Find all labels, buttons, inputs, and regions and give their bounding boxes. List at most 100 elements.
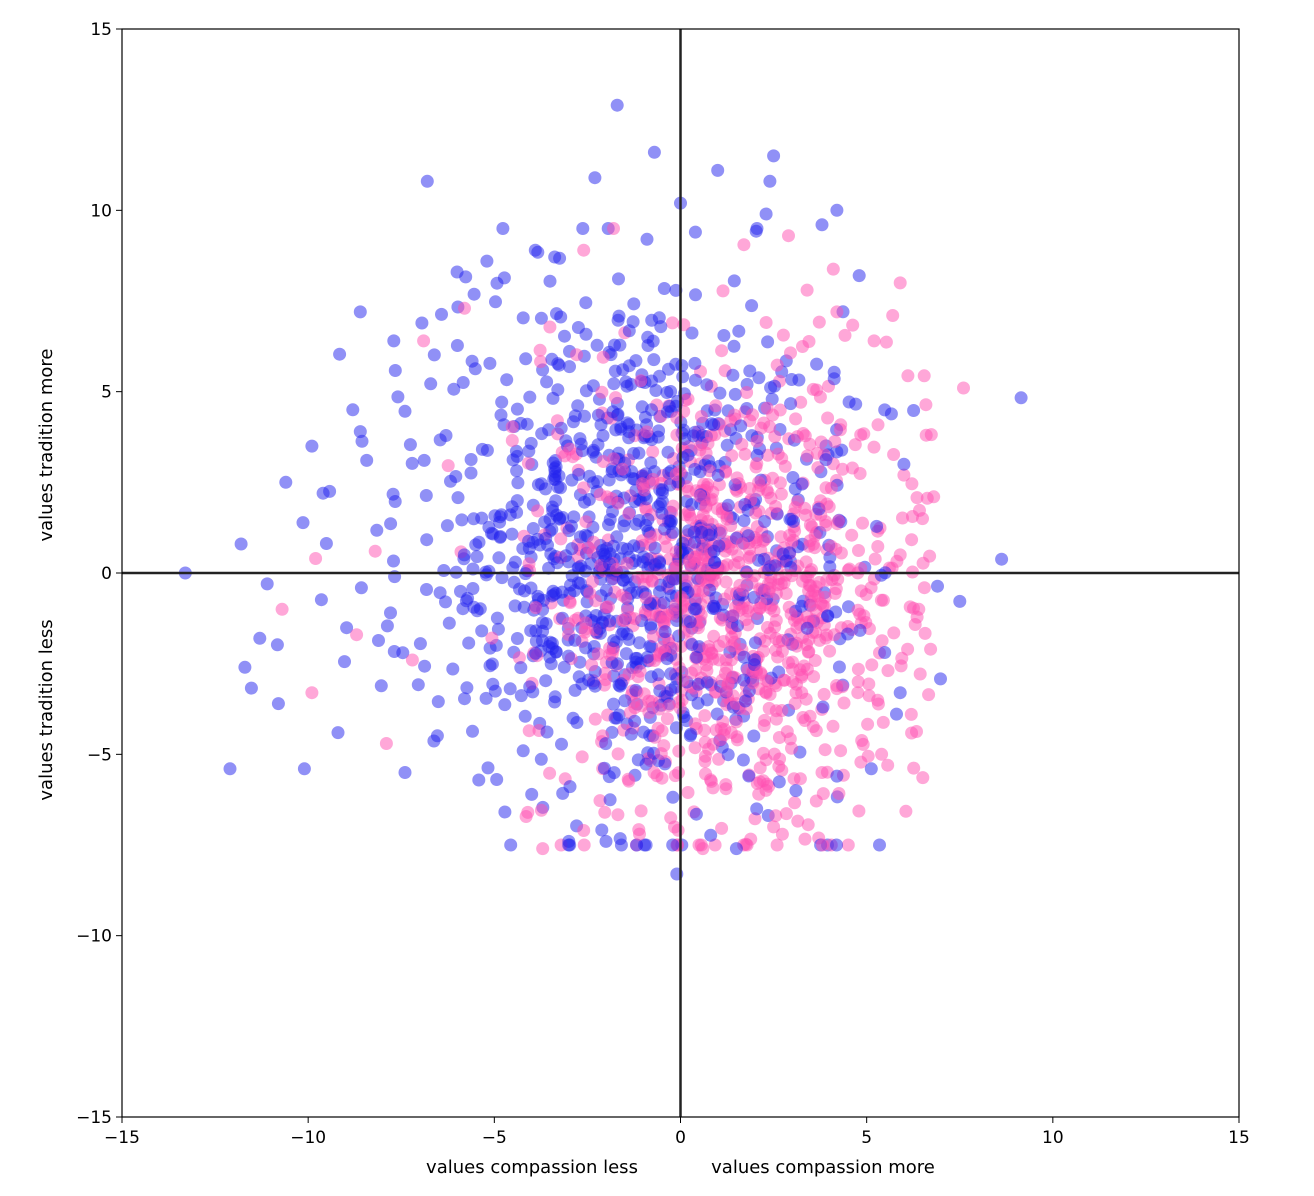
data-point-pink <box>611 747 625 761</box>
y-tick-label: −5 <box>87 745 112 765</box>
data-point-blue <box>810 357 824 371</box>
data-point-blue <box>528 243 542 257</box>
data-point-blue <box>789 784 803 798</box>
data-point-pink <box>788 524 802 538</box>
data-point-blue <box>707 599 721 613</box>
data-point-blue <box>748 636 762 650</box>
data-point-pink <box>676 673 690 687</box>
data-point-pink <box>796 340 809 353</box>
data-point-blue <box>685 326 699 340</box>
data-point-blue <box>550 556 564 570</box>
data-point-blue <box>688 373 702 387</box>
data-point-pink <box>719 778 733 792</box>
data-point-pink <box>841 838 855 852</box>
data-point-blue <box>662 362 675 376</box>
data-point-blue <box>832 660 846 674</box>
data-point-pink <box>818 743 832 757</box>
data-point-blue <box>651 668 665 682</box>
data-point-pink <box>654 747 668 761</box>
data-point-pink <box>853 467 867 480</box>
data-point-pink <box>834 744 848 758</box>
data-point-blue <box>543 635 557 649</box>
data-point-pink <box>725 639 739 653</box>
data-point-pink <box>671 823 685 837</box>
data-point-blue <box>729 842 743 856</box>
x-tick-label: 0 <box>675 1128 686 1148</box>
data-point-pink <box>794 395 808 409</box>
data-point-blue <box>495 395 509 409</box>
data-point-pink <box>833 423 847 437</box>
data-point-blue <box>574 559 588 573</box>
data-point-pink <box>607 222 620 235</box>
data-point-pink <box>861 749 875 763</box>
data-point-pink <box>759 316 773 329</box>
data-point-blue <box>554 481 567 495</box>
data-point-blue <box>353 425 367 439</box>
data-point-blue <box>234 537 248 551</box>
data-point-pink <box>783 732 797 746</box>
data-point-pink <box>791 814 805 828</box>
data-point-blue <box>630 838 644 852</box>
data-point-pink <box>615 613 629 627</box>
data-point-blue <box>244 681 258 695</box>
data-point-blue <box>524 624 538 638</box>
data-point-blue <box>609 423 623 437</box>
data-point-blue <box>685 498 699 512</box>
data-point-blue <box>607 377 621 391</box>
data-point-blue <box>652 311 666 325</box>
data-point-pink <box>635 477 649 491</box>
data-point-pink <box>867 440 881 454</box>
data-point-blue <box>759 207 773 221</box>
data-point-blue <box>516 311 530 325</box>
data-point-blue <box>768 379 781 393</box>
data-point-pink <box>760 483 774 497</box>
data-point-blue <box>510 494 524 508</box>
data-point-blue <box>830 203 844 217</box>
data-point-pink <box>800 610 814 624</box>
data-point-pink <box>534 803 548 817</box>
data-point-blue <box>504 838 518 852</box>
data-point-blue <box>579 296 593 310</box>
data-point-pink <box>770 358 784 372</box>
data-point-pink <box>893 276 907 290</box>
data-point-blue <box>618 694 632 708</box>
data-point-blue <box>693 465 707 479</box>
data-point-blue <box>419 489 433 502</box>
data-point-blue <box>931 579 944 593</box>
data-point-blue <box>763 174 777 188</box>
data-point-pink <box>876 715 890 729</box>
data-point-blue <box>593 622 607 635</box>
data-point-pink <box>405 653 419 667</box>
data-point-pink <box>899 804 913 818</box>
data-point-blue <box>467 287 481 301</box>
data-point-pink <box>713 611 727 625</box>
data-point-pink <box>832 514 845 528</box>
data-point-blue <box>534 752 548 766</box>
data-point-pink <box>790 430 804 444</box>
data-point-pink <box>775 827 789 841</box>
data-point-pink <box>678 393 692 407</box>
data-point-blue <box>608 338 621 352</box>
data-point-blue <box>523 390 537 404</box>
data-point-blue <box>628 714 642 728</box>
data-point-pink <box>802 578 816 592</box>
data-point-blue <box>594 418 608 432</box>
data-point-blue <box>346 403 360 417</box>
data-point-pink <box>309 552 323 565</box>
data-point-pink <box>529 601 543 615</box>
data-point-pink <box>871 540 885 553</box>
data-point-pink <box>828 435 842 448</box>
data-point-pink <box>830 305 844 319</box>
data-point-pink <box>814 435 828 449</box>
data-point-pink <box>826 262 840 276</box>
data-point-blue <box>689 650 703 664</box>
data-point-blue <box>403 438 417 452</box>
data-point-pink <box>593 488 607 502</box>
data-point-pink <box>746 408 759 422</box>
data-point-pink <box>696 842 710 856</box>
data-point-pink <box>676 593 690 607</box>
data-point-blue <box>548 690 562 704</box>
data-point-pink <box>735 437 749 451</box>
data-point-blue <box>540 375 554 389</box>
data-point-blue <box>934 672 947 686</box>
